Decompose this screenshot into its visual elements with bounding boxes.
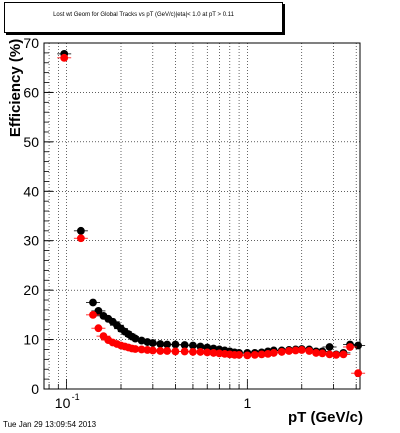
- data-point-red: [285, 347, 293, 355]
- data-point-red: [180, 347, 189, 356]
- y-tick-label: 0: [31, 381, 39, 397]
- data-point-red: [209, 349, 218, 357]
- data-point-red: [332, 350, 341, 359]
- data-point-red: [189, 348, 197, 356]
- chart-title: Lost wt Geom for Global Tracks vs pT (Ge…: [53, 12, 234, 18]
- chart-title-box: Lost wt Geom for Global Tracks vs pT (Ge…: [4, 2, 283, 33]
- data-point-red: [163, 347, 172, 355]
- data-point-black: [76, 226, 85, 235]
- data-point-red: [277, 348, 286, 356]
- data-point-black: [94, 307, 103, 315]
- y-tick-label: 10: [23, 332, 39, 348]
- data-point-black: [354, 341, 363, 350]
- data-point-red: [137, 345, 146, 354]
- data-point-red: [60, 53, 69, 62]
- data-point-red: [312, 349, 320, 357]
- x-tick-label: 1: [243, 395, 251, 411]
- data-point-red: [148, 346, 157, 355]
- y-tick-label: 60: [23, 84, 39, 100]
- data-point-red: [291, 346, 300, 355]
- x-tick-exponent: -1: [72, 392, 80, 402]
- data-point-black: [189, 341, 197, 350]
- data-point-red: [325, 350, 334, 359]
- data-point-black: [171, 340, 180, 349]
- y-tick-label: 70: [23, 35, 39, 51]
- data-point-red: [89, 310, 97, 319]
- data-point-red: [203, 348, 212, 357]
- data-point-black: [180, 341, 189, 349]
- data-point-red: [257, 350, 266, 359]
- data-point-red: [171, 347, 180, 356]
- x-tick-label: 10: [55, 395, 71, 411]
- y-tick-label: 30: [23, 233, 39, 249]
- data-point-red: [346, 343, 354, 351]
- data-point-red: [297, 346, 306, 354]
- data-point-red: [243, 351, 252, 360]
- y-tick-label: 40: [23, 183, 39, 199]
- plot-frame: [43, 42, 361, 390]
- data-point-black: [163, 340, 172, 349]
- data-point-red: [339, 350, 348, 359]
- y-axis-title: Efficiency (%): [7, 39, 24, 137]
- data-point-red: [264, 350, 272, 358]
- data-point-red: [131, 345, 140, 353]
- data-point-red: [94, 324, 103, 333]
- timestamp-label: Tue Jan 29 13:09:54 2013: [3, 420, 97, 429]
- data-point-black: [89, 298, 97, 307]
- y-tick-label: 20: [23, 282, 39, 298]
- x-axis-title: pT (GeV/c): [288, 409, 363, 426]
- y-tick-label: 50: [23, 134, 39, 150]
- data-point-red: [196, 348, 205, 356]
- data-point-red: [305, 347, 314, 355]
- data-point-red: [235, 350, 243, 359]
- data-point-black: [156, 340, 165, 348]
- data-point-red: [250, 350, 259, 359]
- data-point-red: [76, 234, 85, 243]
- data-point-black: [325, 343, 334, 351]
- data-point-red: [354, 369, 363, 378]
- data-point-black: [148, 339, 157, 347]
- data-point-red: [269, 349, 278, 357]
- data-point-red: [318, 349, 327, 358]
- data-point-black: [196, 342, 205, 351]
